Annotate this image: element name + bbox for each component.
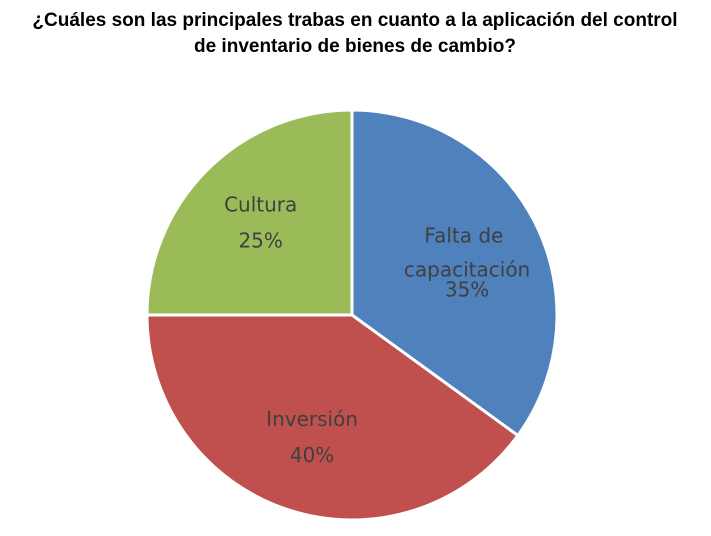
chart-title: ¿Cuáles son las principales trabas en cu… — [32, 10, 677, 31]
slice-label: Cultura — [224, 193, 297, 217]
pie-slice — [350, 108, 559, 438]
value-label: 25% — [238, 229, 282, 253]
chart-title: de inventario de bienes de cambio? — [194, 36, 516, 57]
value-label: 40% — [290, 443, 334, 467]
value-label: 35% — [445, 277, 489, 301]
pie-slice — [145, 313, 520, 522]
pie-slice — [145, 108, 354, 317]
slice-label: Falta de capacitación — [404, 223, 530, 281]
slice-label: Inversión — [266, 407, 358, 431]
